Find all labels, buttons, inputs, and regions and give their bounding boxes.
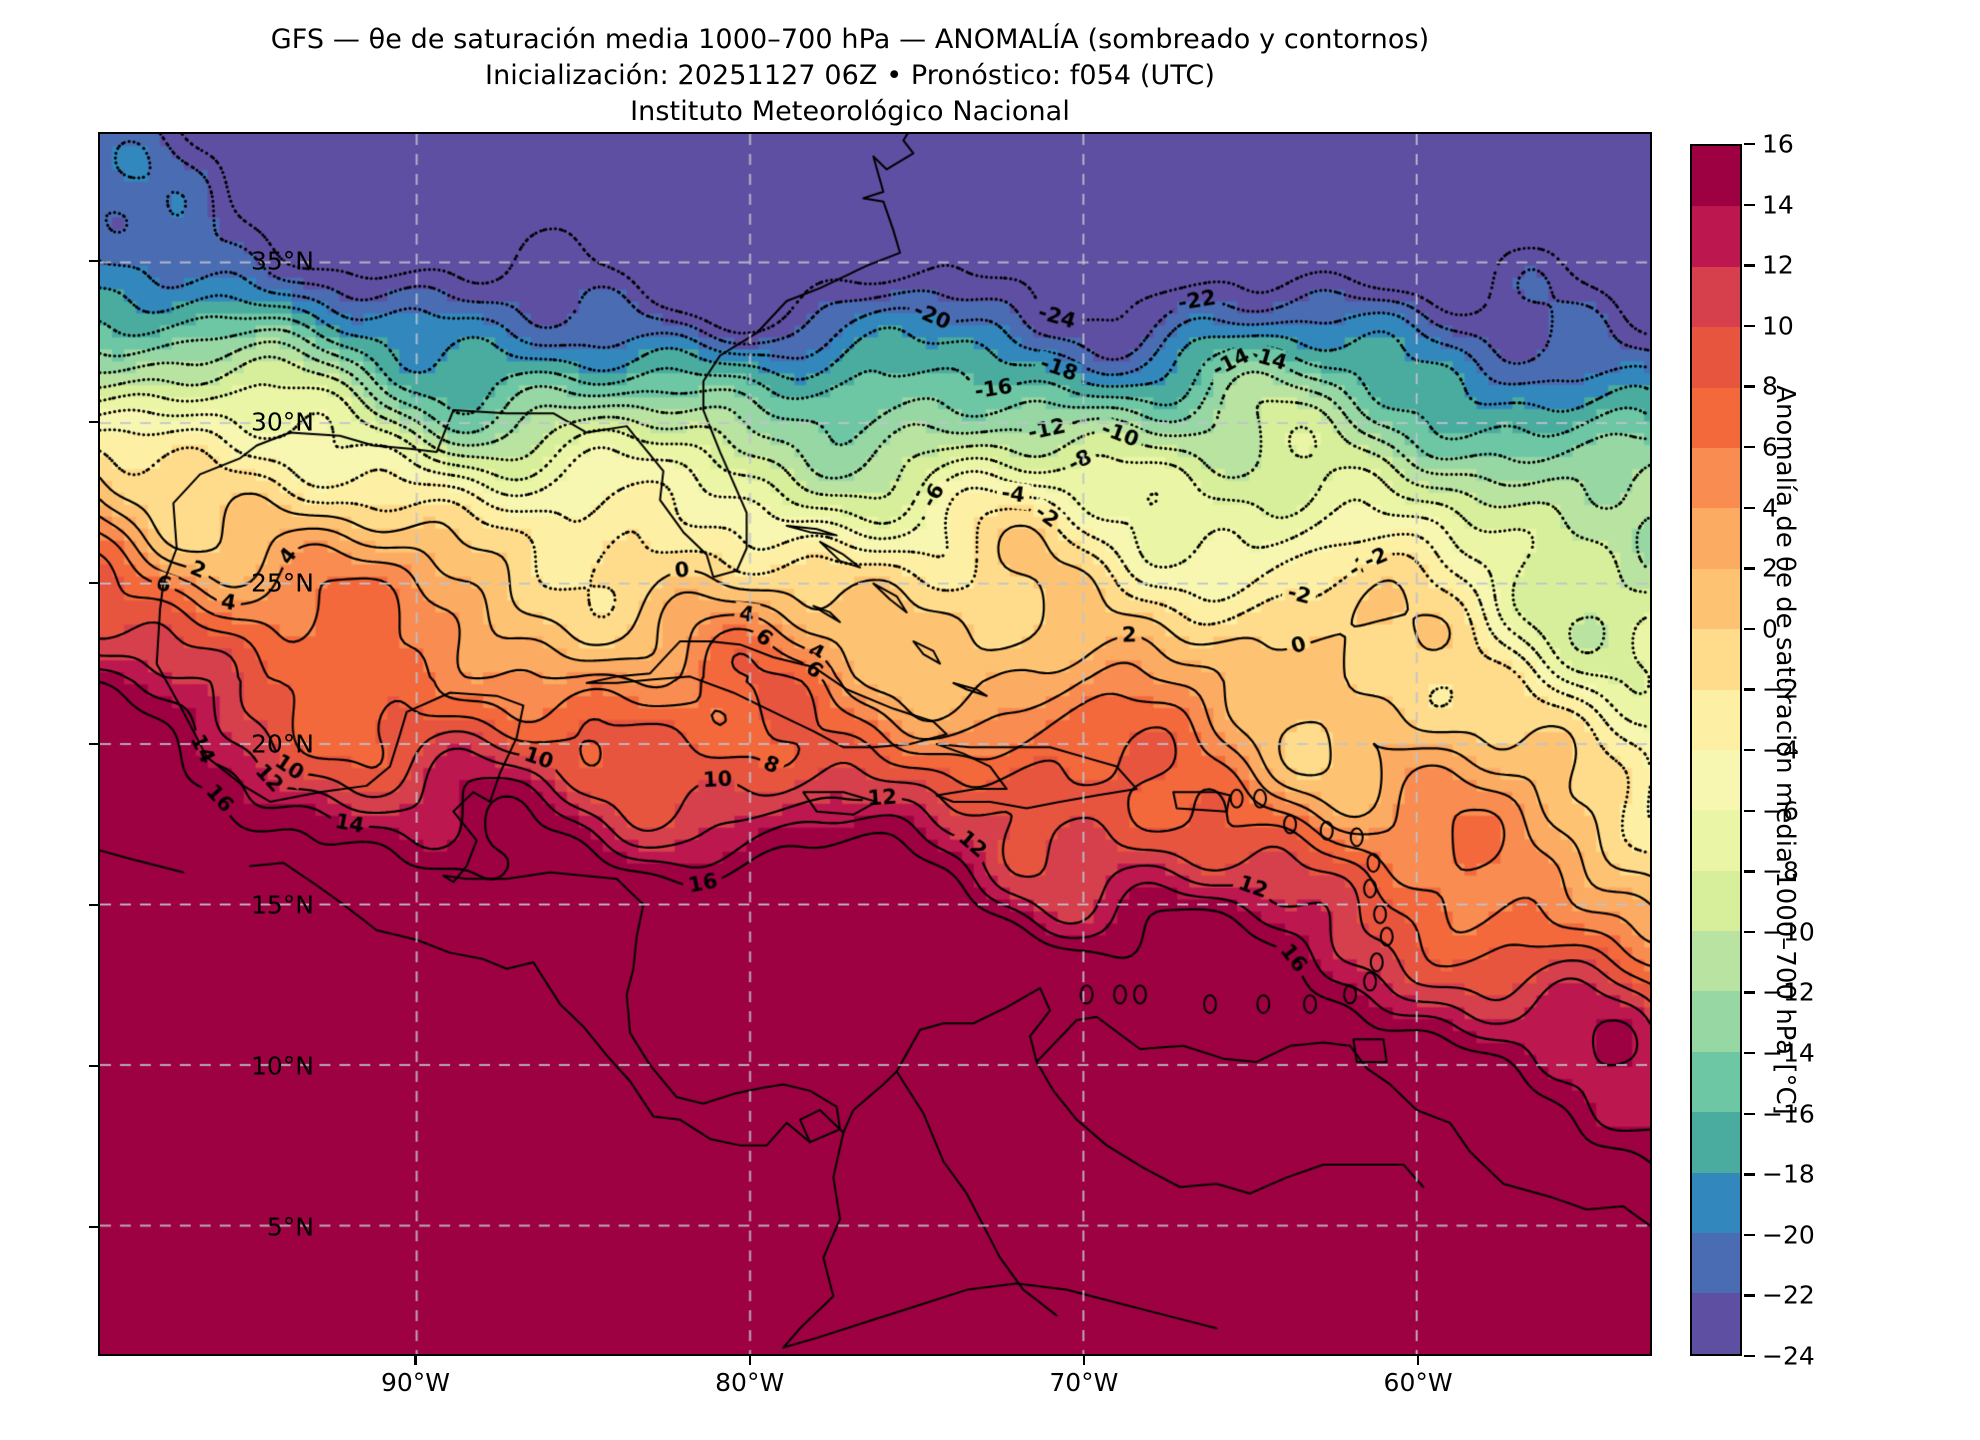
ytick-label-15N: 15°N <box>250 890 314 920</box>
colorbar-tick-label--20: −20 <box>1762 1220 1815 1250</box>
colorbar-tick-label--18: −18 <box>1762 1159 1815 1189</box>
colorbar-band-14 <box>1692 991 1740 1052</box>
colorbar-band-2 <box>1692 266 1740 328</box>
xtick-label-80W: 80°W <box>715 1368 785 1397</box>
colorbar-tick-mark <box>1744 446 1755 449</box>
colorbar-tick-label--14: −14 <box>1762 1038 1815 1068</box>
colorbar-tick-mark <box>1744 567 1755 570</box>
xtick-mark <box>1417 1356 1420 1365</box>
colorbar-tick-label--22: −22 <box>1762 1280 1815 1310</box>
colorbar-band-6 <box>1692 508 1740 569</box>
colorbar-band-7 <box>1692 568 1740 630</box>
colorbar-tick-label-10: 10 <box>1762 311 1794 341</box>
colorbar-band-11 <box>1692 810 1740 871</box>
ytick-mark <box>89 420 98 424</box>
colorbar-tick-mark <box>1744 1112 1755 1115</box>
colorbar-tick-mark <box>1744 1173 1755 1176</box>
colorbar-tick-mark <box>1744 1355 1755 1358</box>
xtick-mark <box>748 1356 751 1365</box>
colorbar[interactable] <box>1690 144 1742 1356</box>
colorbar-axis-label: Anomalía de θe de saturación media 1000–… <box>1770 385 1800 1115</box>
colorbar-band-5 <box>1692 447 1740 509</box>
colorbar-band-19 <box>1692 1293 1740 1354</box>
colorbar-tick-label--16: −16 <box>1762 1099 1815 1129</box>
colorbar-tick-mark <box>1744 1233 1755 1237</box>
colorbar-tick-mark <box>1744 385 1755 388</box>
colorbar-band-12 <box>1692 870 1740 932</box>
colorbar-tick-mark <box>1744 627 1755 631</box>
colorbar-tick-label--4: −4 <box>1762 735 1799 765</box>
colorbar-band-3 <box>1692 327 1740 388</box>
ytick-label-25N: 25°N <box>250 568 314 598</box>
xtick-label-60W: 60°W <box>1383 1368 1453 1397</box>
colorbar-band-17 <box>1692 1172 1740 1234</box>
colorbar-tick-mark <box>1744 143 1755 146</box>
colorbar-tick-mark <box>1744 264 1755 267</box>
colorbar-band-8 <box>1692 629 1740 690</box>
colorbar-band-4 <box>1692 387 1740 448</box>
title-line-3: Instituto Meteorológico Nacional <box>630 96 1070 128</box>
ytick-label-30N: 30°N <box>250 407 314 437</box>
colorbar-tick-label--2: −2 <box>1762 674 1799 704</box>
colorbar-tick-label--6: −6 <box>1762 796 1799 826</box>
colorbar-band-13 <box>1692 931 1740 992</box>
colorbar-tick-label-16: 16 <box>1762 129 1794 159</box>
colorbar-tick-mark <box>1744 991 1755 994</box>
colorbar-tick-mark <box>1744 930 1755 934</box>
ytick-mark <box>89 1065 98 1068</box>
ytick-label-35N: 35°N <box>250 246 314 276</box>
title-line-2: Inicialización: 20251127 06Z • Pronóstic… <box>485 60 1215 92</box>
colorbar-tick-label-8: 8 <box>1762 371 1778 401</box>
colorbar-tick-label--10: −10 <box>1762 917 1815 947</box>
graticule-layer <box>100 134 1650 1354</box>
colorbar-tick-mark <box>1744 203 1755 206</box>
colorbar-band-16 <box>1692 1112 1740 1173</box>
xtick-mark <box>414 1356 417 1365</box>
ytick-label-10N: 10°N <box>250 1051 314 1081</box>
title-line-1: GFS — θe de saturación media 1000–700 hP… <box>270 24 1430 55</box>
colorbar-tick-mark <box>1744 1294 1755 1297</box>
ytick-label-20N: 20°N <box>250 729 314 759</box>
colorbar-tick-mark <box>1744 688 1755 691</box>
chart-title-block: GFS — θe de saturación media 1000–700 hP… <box>0 22 1700 131</box>
colorbar-tick-mark <box>1744 870 1755 873</box>
xtick-label-90W: 90°W <box>380 1368 450 1397</box>
map-plot-area[interactable] <box>98 132 1652 1356</box>
colorbar-tick-label-0: 0 <box>1762 614 1778 644</box>
colorbar-tick-label--12: −12 <box>1762 977 1815 1007</box>
colorbar-tick-label-2: 2 <box>1762 553 1778 583</box>
ytick-mark <box>89 1226 98 1229</box>
colorbar-tick-mark <box>1744 324 1755 328</box>
colorbar-tick-label-6: 6 <box>1762 432 1778 462</box>
colorbar-tick-label-14: 14 <box>1762 190 1794 220</box>
ytick-mark <box>89 581 98 585</box>
colorbar-tick-mark <box>1744 749 1755 752</box>
xtick-mark <box>1082 1356 1086 1365</box>
colorbar-tick-label-12: 12 <box>1762 250 1794 280</box>
colorbar-tick-mark <box>1744 506 1755 509</box>
colorbar-band-10 <box>1692 749 1740 811</box>
colorbar-band-9 <box>1692 689 1740 750</box>
ytick-mark <box>89 743 98 746</box>
ytick-mark <box>89 904 98 907</box>
colorbar-tick-label--24: −24 <box>1762 1341 1815 1371</box>
colorbar-tick-label--8: −8 <box>1762 856 1799 886</box>
colorbar-tick-mark <box>1744 809 1755 812</box>
colorbar-band-18 <box>1692 1233 1740 1294</box>
colorbar-tick-mark <box>1744 1052 1755 1055</box>
ytick-mark <box>89 259 98 263</box>
colorbar-band-1 <box>1692 206 1740 267</box>
ytick-label-5N: 5°N <box>266 1212 314 1242</box>
colorbar-band-0 <box>1692 146 1740 207</box>
xtick-label-70W: 70°W <box>1049 1368 1119 1397</box>
colorbar-tick-label-4: 4 <box>1762 493 1778 523</box>
colorbar-band-15 <box>1692 1051 1740 1113</box>
